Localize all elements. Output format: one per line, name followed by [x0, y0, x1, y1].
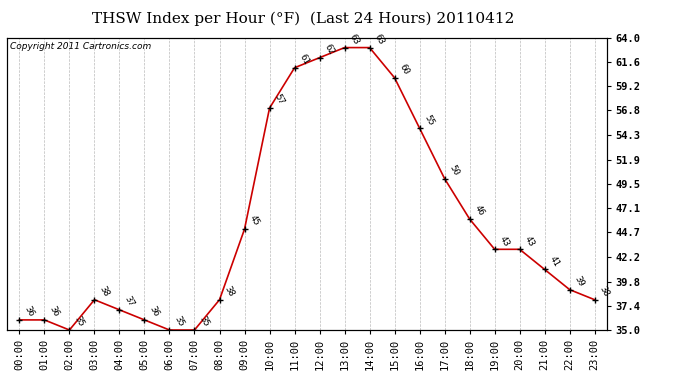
Text: 36: 36 [22, 305, 35, 318]
Text: 38: 38 [97, 285, 110, 298]
Text: 36: 36 [147, 305, 160, 318]
Text: 63: 63 [373, 32, 386, 46]
Text: THSW Index per Hour (°F)  (Last 24 Hours) 20110412: THSW Index per Hour (°F) (Last 24 Hours)… [92, 11, 515, 26]
Text: 57: 57 [273, 93, 286, 107]
Text: 35: 35 [197, 315, 210, 328]
Text: 37: 37 [122, 295, 135, 309]
Text: 36: 36 [47, 305, 60, 318]
Text: 39: 39 [573, 274, 586, 288]
Text: 41: 41 [547, 254, 560, 268]
Text: 60: 60 [397, 63, 411, 76]
Text: 62: 62 [322, 42, 335, 56]
Text: 35: 35 [172, 315, 186, 328]
Text: 63: 63 [347, 32, 360, 46]
Text: 35: 35 [72, 315, 86, 328]
Text: Copyright 2011 Cartronics.com: Copyright 2011 Cartronics.com [10, 42, 151, 51]
Text: 61: 61 [297, 53, 310, 66]
Text: 55: 55 [422, 113, 435, 127]
Text: 38: 38 [598, 285, 611, 298]
Text: 50: 50 [447, 164, 460, 177]
Text: 45: 45 [247, 214, 260, 228]
Text: 46: 46 [473, 204, 486, 218]
Text: 43: 43 [497, 234, 511, 248]
Text: 43: 43 [522, 234, 535, 248]
Text: 38: 38 [222, 285, 235, 298]
